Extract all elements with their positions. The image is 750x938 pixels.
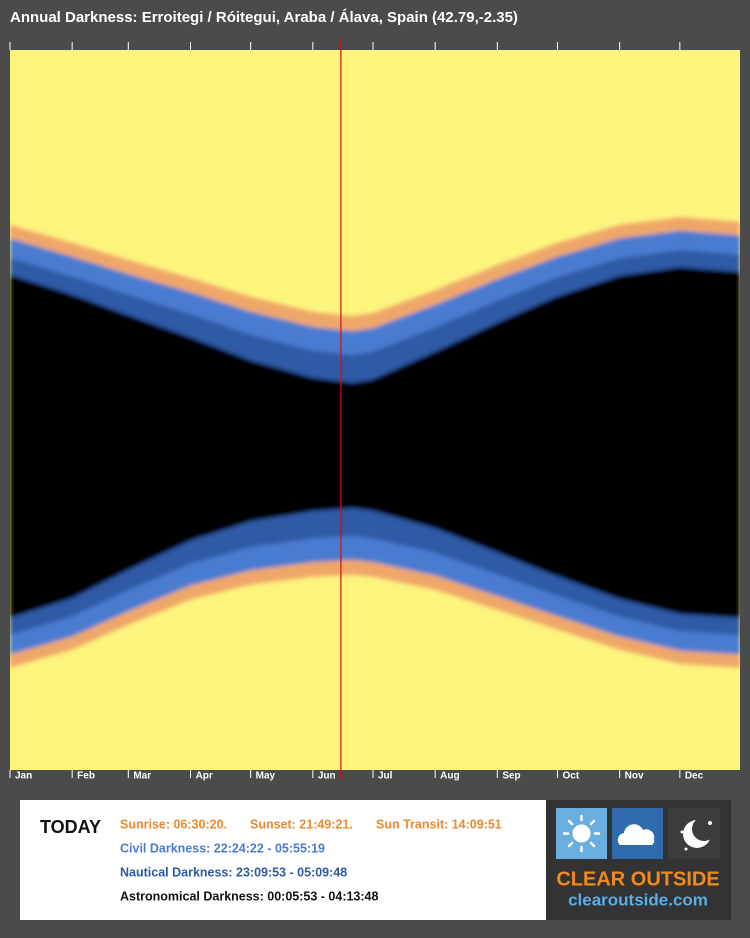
sunrise: Sunrise: 06:30:20.: [120, 817, 227, 831]
logo: CLEAR OUTSIDE clearoutside.com: [546, 800, 731, 920]
month-label: Aug: [440, 771, 459, 782]
today-panel: [20, 800, 546, 920]
moon-shadow: [692, 817, 716, 841]
sun-disc: [572, 824, 591, 843]
darkness-band: [10, 575, 740, 770]
month-label: Mar: [133, 771, 151, 782]
title: Annual Darkness: Erroitegi / Róitegui, A…: [10, 9, 518, 26]
civil-darkness: Civil Darkness: 22:24:22 - 05:55:19: [120, 841, 325, 855]
month-label: Jul: [378, 771, 393, 782]
logo-name: CLEAR OUTSIDE: [556, 868, 719, 890]
cloud-shape: [617, 824, 655, 845]
star: [708, 821, 712, 825]
month-label: Dec: [685, 771, 704, 782]
band-group: [10, 217, 740, 770]
month-label: Apr: [195, 771, 212, 782]
star: [684, 847, 688, 851]
axes: Jan Feb Mar Apr May Jun Jul Aug Sep Oct Nov Dec: [9, 40, 704, 782]
astronomical-darkness: Astronomical Darkness: 00:05:53 - 04:13:…: [120, 889, 379, 903]
sun-rays: [562, 814, 601, 853]
month-label: Nov: [625, 771, 644, 782]
today-label: TODAY: [40, 817, 101, 837]
nautical-darkness: Nautical Darkness: 23:09:53 - 05:09:48: [120, 865, 347, 879]
logo-url: clearoutside.com: [568, 890, 708, 909]
star: [680, 830, 684, 834]
bands: [10, 217, 740, 770]
month-label: Jan: [15, 771, 32, 782]
month-label: May: [256, 771, 276, 782]
month-label: Jun: [318, 771, 336, 782]
sun-transit: Sun Transit: 14:09:51: [376, 817, 502, 831]
month-label: Feb: [77, 771, 95, 782]
sunset: Sunset: 21:49:21.: [250, 817, 353, 831]
month-label: Oct: [563, 771, 580, 782]
month-label: Sep: [502, 771, 520, 782]
